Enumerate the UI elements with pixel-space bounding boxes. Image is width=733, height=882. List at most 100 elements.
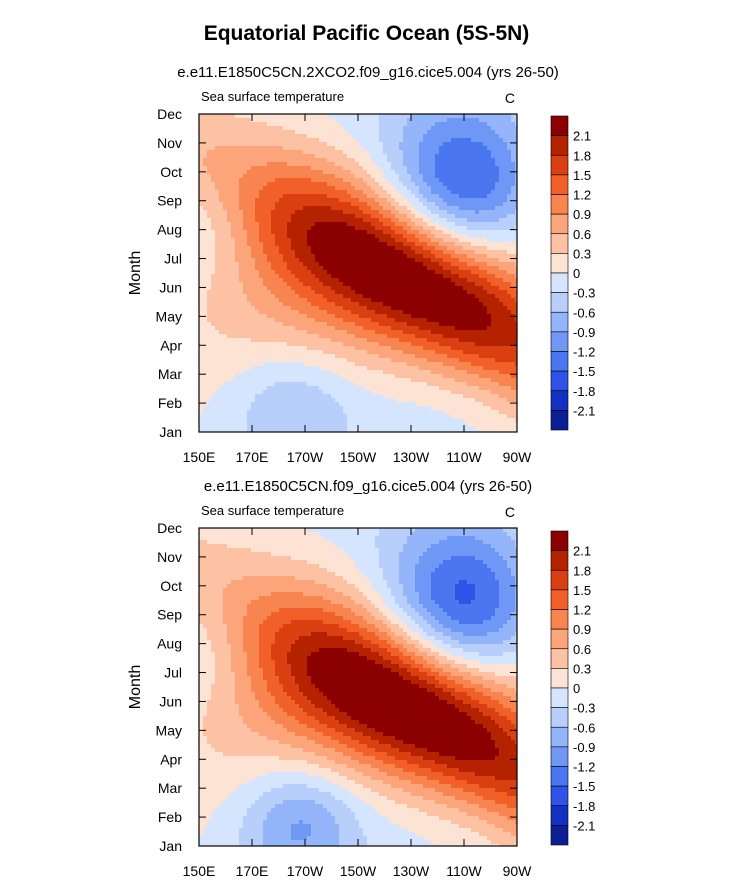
contour-cell (359, 238, 364, 243)
contour-cell (447, 194, 452, 199)
contour-cell (299, 202, 304, 207)
contour-cell (355, 370, 360, 375)
contour-cell (219, 378, 224, 383)
contour-cell (391, 266, 396, 271)
contour-cell (283, 210, 288, 215)
contour-cell (311, 350, 316, 355)
contour-cell (407, 182, 412, 187)
contour-cell (223, 142, 228, 147)
contour-cell (387, 126, 392, 131)
contour-cell (427, 326, 432, 331)
contour-cell (215, 138, 220, 143)
contour-cell (391, 402, 396, 407)
contour-cell (443, 334, 448, 339)
contour-cell (323, 410, 328, 415)
contour-cell (235, 170, 240, 175)
contour-cell (299, 314, 304, 319)
contour-cell (399, 158, 404, 163)
contour-cell (227, 290, 232, 295)
contour-cell (395, 414, 400, 419)
contour-cell (331, 406, 336, 411)
contour-cell (255, 374, 260, 379)
contour-cell (207, 326, 212, 331)
contour-cell (279, 266, 284, 271)
contour-cell (347, 266, 352, 271)
contour-cell (359, 226, 364, 231)
contour-cell (199, 410, 204, 415)
contour-cell (391, 430, 396, 432)
contour-cell (255, 386, 260, 391)
contour-cell (407, 374, 412, 379)
contour-cell (323, 346, 328, 351)
contour-cell (303, 262, 308, 267)
contour-cell (403, 262, 408, 267)
contour-cell (355, 154, 360, 159)
contour-cell (439, 218, 444, 223)
contour-cell (203, 234, 208, 239)
contour-cell (339, 258, 344, 263)
contour-cell (215, 358, 220, 363)
contour-cell (423, 334, 428, 339)
contour-cell (411, 230, 416, 235)
contour-cell (395, 134, 400, 139)
contour-cell (315, 414, 320, 419)
contour-cell (251, 394, 256, 399)
contour-cell (287, 206, 292, 211)
contour-cell (307, 318, 312, 323)
contour-cell (299, 242, 304, 247)
contour-cell (323, 214, 328, 219)
contour-cell (223, 418, 228, 423)
contour-cell (211, 274, 216, 279)
contour-cell (279, 358, 284, 363)
contour-cell (439, 322, 444, 327)
contour-cell (383, 394, 388, 399)
contour-cell (275, 298, 280, 303)
contour-cell (435, 170, 440, 175)
contour-cell (343, 278, 348, 283)
contour-cell (291, 390, 296, 395)
contour-cell (431, 118, 436, 123)
contour-cell (363, 198, 368, 203)
contour-cell (435, 258, 440, 263)
contour-cell (355, 138, 360, 143)
contour-cell (259, 266, 264, 271)
contour-cell (231, 386, 236, 391)
contour-cell (259, 174, 264, 179)
contour-cell (415, 246, 420, 251)
contour-cell (359, 202, 364, 207)
contour-cell (327, 274, 332, 279)
contour-cell (439, 378, 444, 383)
contour-cell (287, 202, 292, 207)
contour-cell (299, 210, 304, 215)
contour-cell (431, 186, 436, 191)
contour-cell (399, 270, 404, 275)
contour-cell (199, 246, 204, 251)
contour-cell (439, 210, 444, 215)
contour-cell (363, 346, 368, 351)
contour-cell (255, 126, 260, 131)
contour-cell (223, 294, 228, 299)
contour-cell (299, 282, 304, 287)
contour-cell (215, 410, 220, 415)
contour-cell (247, 410, 252, 415)
contour-cell (219, 190, 224, 195)
contour-cell (299, 230, 304, 235)
contour-cell (275, 198, 280, 203)
contour-cell (379, 218, 384, 223)
contour-cell (215, 178, 220, 183)
contour-cell (215, 254, 220, 259)
contour-cell (371, 142, 376, 147)
contour-cell (435, 342, 440, 347)
contour-cell (307, 342, 312, 347)
contour-cell (219, 318, 224, 323)
contour-cell (303, 134, 308, 139)
contour-cell (295, 422, 300, 427)
contour-cell (219, 422, 224, 427)
contour-cell (331, 266, 336, 271)
contour-cell (431, 362, 436, 367)
contour-cell (319, 394, 324, 399)
contour-cell (227, 362, 232, 367)
contour-cell (331, 170, 336, 175)
contour-cell (431, 226, 436, 231)
contour-cell (207, 418, 212, 423)
